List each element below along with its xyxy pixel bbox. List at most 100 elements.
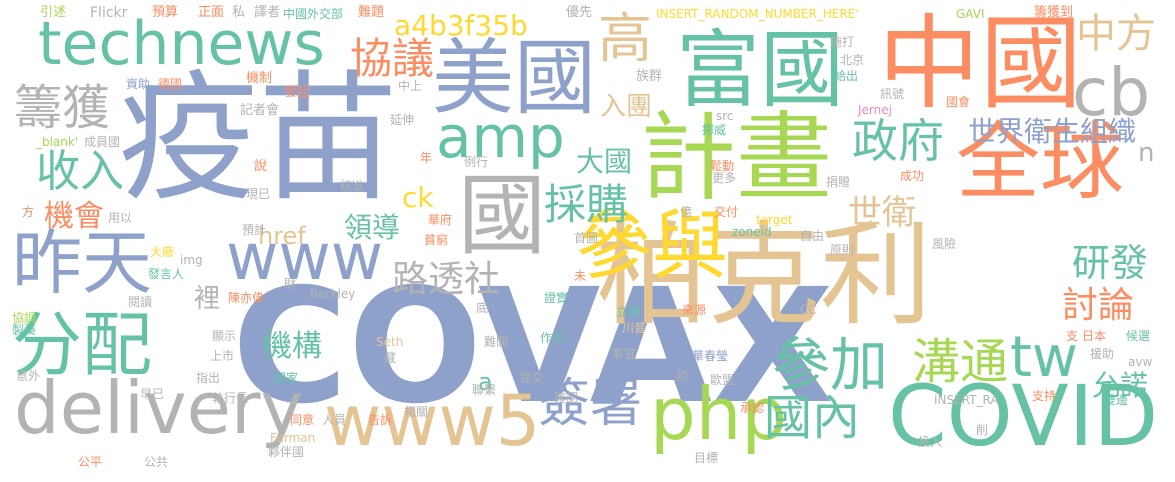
word-gaosu: 告訴 [368,413,393,427]
word-lingdao: 領導 [344,211,401,244]
word-nanguan: 難關 [484,335,509,349]
word-houxuan: 候選 [1126,329,1151,343]
word-delivery: delivery [14,366,304,450]
word-zhongshang: 中上 [398,79,423,93]
word-canjia: 參加 [772,331,889,399]
word-seth: Seth [376,335,404,349]
word-amp: amp [436,103,565,171]
word-shijieweisheng: 世界衛生組織 [968,115,1137,148]
word-jihua: 計畫 [640,102,832,214]
word-tijiao: 提交 [520,371,545,385]
word-xiangguan: 相關 [404,405,429,419]
word-gongping: 公平 [78,455,103,469]
word-xianyi: 現已 [246,187,271,201]
word-jernej: Jernej [858,103,892,117]
word-hash: a4b3f35b [394,9,528,42]
word-n: n [1138,138,1155,168]
word-huobanguo: 夥伴國 [268,445,305,459]
word-queren: 確認 [554,391,579,405]
word-deguo: 德國 [158,77,183,91]
word-jizhehui: 記者會 [240,103,280,118]
word-xunhao: 訊號 [880,87,905,101]
word-huachunying: 華春瑩 [692,349,729,363]
word-yiwai: 意外 [16,369,41,383]
word-chuanpu: 川普 [622,321,647,335]
word-shiwei: 世衛 [848,193,916,233]
word-flickr: Flickr [90,5,128,21]
word-bokeli: 柏克利 [596,211,932,341]
word-xue: 削 [976,423,989,437]
word-nuowei: 挪威 [702,123,727,137]
word-taolun: 討論 [1062,285,1135,326]
word-yunnuo: 允諾 [1092,369,1149,402]
word-ck: ck [402,181,434,214]
word-juanzeng: 捐贈 [826,175,851,189]
word-guonei: 國內 [764,390,861,446]
word-nanti: 難題 [358,5,385,20]
word-target: target [756,213,793,227]
word-zhichu: 指出 [196,371,221,385]
word-cc: CC [800,303,817,317]
word-lutoushe: 路透社 [392,259,501,300]
word-chouhuo: 籌獲 [14,80,111,136]
word-zhongguo: 中國 [878,5,1082,124]
word-oumeng: 歐盟 [710,373,735,387]
word-zhongfang: 中方 [1076,11,1156,57]
word-jihui: 機會 [44,199,104,234]
word-fenpei: 分配 [12,304,152,386]
word-tw: tw [1010,325,1078,390]
word-fengxian: 風險 [932,237,957,251]
word-yuedu: 閱讀 [128,295,153,309]
word-quanqiu: 全球 [956,113,1125,211]
word-xietiao: 協調 [12,311,37,325]
word-yanshen: 延伸 [390,113,415,127]
word-tongyi: 同意 [290,413,315,427]
word-wei: 未 [574,269,587,283]
word-insert-random: INSERT_RANDOM_NUMBER_HERE' [656,7,859,21]
word-lichang: 立場 [616,305,641,319]
word-fuguo: 富國 [676,21,845,119]
word-jizhi: 機制 [246,71,273,86]
word-zuqun: 族群 [636,69,663,84]
word-lixing: 例行 [464,155,489,169]
word-touru: 投入 [918,435,943,449]
word-nian: 年 [420,151,433,165]
word-li: 裡 [194,284,221,314]
word-chengyuanguo: 成員國 [84,135,121,149]
word-a: a [478,368,493,396]
word-yongyi: 用以 [108,211,133,225]
word-php: php [650,372,788,456]
word-laiyuan: 來源 [682,303,707,317]
word-yuji: 預計 [242,223,267,237]
word-xieyi: 協議 [350,34,435,83]
word-www: www [226,221,384,295]
word-shiyi: 事宜 [612,347,637,361]
word-zhi: 支 [1066,329,1079,343]
word-zaoyi: 早已 [140,387,165,401]
word-yinshu: 引述 [40,5,67,20]
word-rutuan: 入團 [600,92,653,122]
word-chengong: 成功 [900,169,925,183]
word-yizhe: 譯者 [254,5,281,20]
word-gao: 高 [598,7,652,70]
word-href: href [258,222,306,250]
word-shida: 施打 [830,35,855,49]
word-shuo: 說 [254,159,268,174]
word-geichu: 給出 [834,69,859,83]
word-berkley: Berkley [310,287,356,301]
word-yi: 億 [680,205,693,219]
word-covid: COVID [888,367,1159,465]
word-avw: avw [1128,355,1153,369]
word-huafu: 華府 [428,213,453,227]
word-shouru: 收入 [36,146,124,197]
word-covax: COVAX [232,255,834,439]
word-chengren: 承認 [740,401,765,415]
word-renyuan: 人員 [322,413,347,427]
word-guohui: 國會 [946,95,971,109]
word-zhongguowaijiaobu: 中國外交部 [283,7,344,21]
word-qianshu: 簽署 [538,374,643,434]
word-shoutu: 首圖 [574,231,599,245]
word-yuanzhu: 援助 [1090,347,1115,361]
word-goutong: 溝通 [912,334,1009,390]
